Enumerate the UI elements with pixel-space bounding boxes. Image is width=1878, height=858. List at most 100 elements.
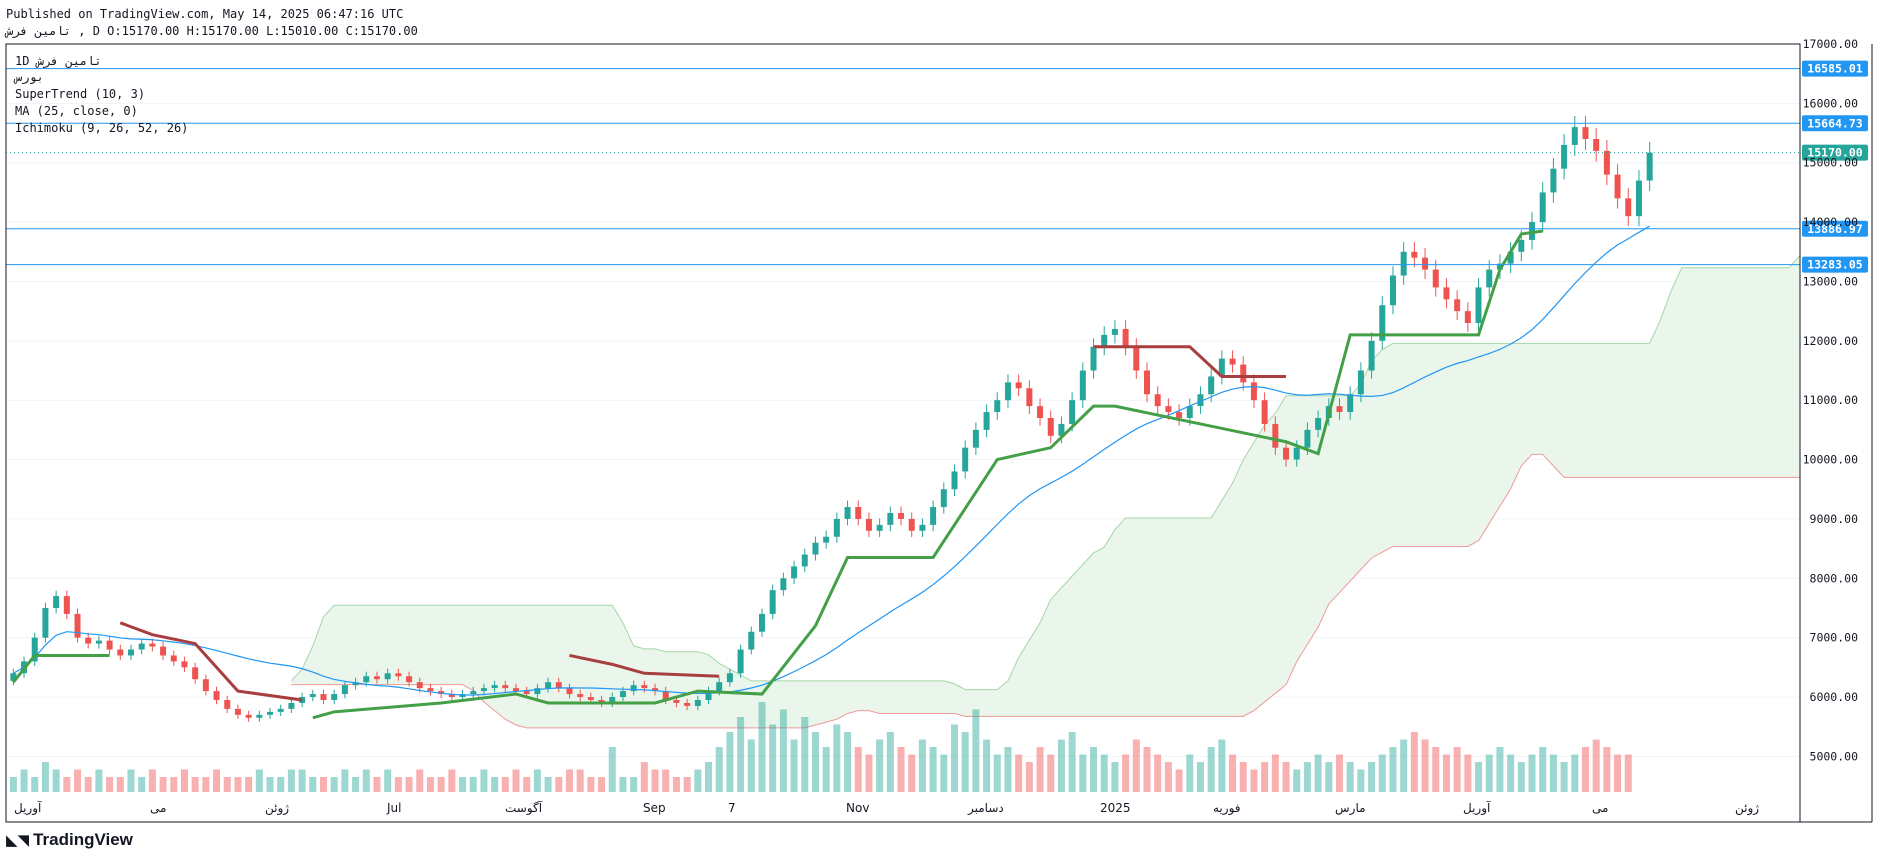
candle-body — [320, 694, 327, 700]
candle-body — [1571, 127, 1578, 145]
volume-bar — [822, 747, 830, 792]
cloud-span-a — [291, 255, 1800, 691]
volume-bar — [651, 769, 659, 792]
volume-bar — [512, 769, 520, 792]
candle-body — [769, 590, 776, 614]
volume-bar — [426, 777, 434, 792]
candle-body — [480, 688, 487, 692]
price-axis: 5000.00 6000.00 7000.00 8000.00 9000.00 10000… — [1803, 37, 1858, 763]
volume-bar — [1410, 732, 1418, 792]
volume-bar — [1175, 769, 1183, 792]
candle-body — [1389, 275, 1396, 306]
candle-body — [42, 607, 49, 638]
volume-bar — [287, 769, 295, 792]
price-tick-label: 8000.00 — [1810, 571, 1859, 585]
volume-bar — [330, 777, 338, 792]
volume-bar — [769, 724, 777, 792]
volume-bar — [972, 709, 980, 792]
candle-body — [170, 655, 177, 662]
volume-bar — [1229, 754, 1237, 792]
volume-bar — [662, 769, 670, 792]
candle-body — [994, 400, 1001, 413]
candle-body — [619, 691, 626, 698]
volume-bar — [362, 769, 370, 792]
volume-bar — [1475, 762, 1483, 792]
last-price-label: 15170.00 — [1807, 146, 1862, 160]
volume-bar — [1432, 747, 1440, 792]
volume-bar — [1400, 739, 1408, 792]
volume-bar — [74, 769, 82, 792]
volume-bar — [1549, 754, 1557, 792]
ohlc-info: ﺗﺎﻣﯿﻦ ﻓﺮﺵ , D O:15170.00 H:15170.00 L:15… — [6, 24, 418, 38]
legend-ma[interactable]: MA (25, close, 0) — [15, 104, 138, 118]
candle-body — [395, 673, 402, 677]
volume-bar — [983, 739, 991, 792]
legend-ichimoku[interactable]: Ichimoku (9, 26, 52, 26) — [15, 121, 188, 135]
legend-supertrend[interactable]: SuperTrend (10, 3) — [15, 87, 145, 101]
candle-body — [833, 518, 840, 537]
volume-bar — [116, 777, 124, 792]
candle-body — [1229, 358, 1236, 365]
volume-bar — [191, 777, 199, 792]
candle-body — [587, 697, 594, 700]
candle-body — [865, 518, 872, 531]
volume-bar — [865, 754, 873, 792]
tradingview-brand[interactable]: ◣◥ TradingView — [6, 830, 133, 850]
candle-body — [908, 518, 915, 531]
volume-bar — [394, 777, 402, 792]
time-tick-label: آوریل — [1463, 800, 1491, 816]
volume-bar — [1368, 762, 1376, 792]
price-tick-label: 9000.00 — [1810, 512, 1859, 526]
volume-bar — [598, 777, 606, 792]
volume-bar — [1624, 754, 1632, 792]
volume-bar — [416, 769, 424, 792]
volume-bar — [352, 777, 360, 792]
candle-body — [213, 691, 220, 700]
candle-body — [1593, 138, 1600, 151]
candle-body — [1432, 269, 1439, 288]
candle-body — [181, 661, 188, 668]
candle-body — [940, 489, 947, 508]
volume-bar — [844, 732, 852, 792]
volume-bar — [950, 724, 958, 792]
volume-bar — [1293, 769, 1301, 792]
supertrend-down-1 — [119, 621, 303, 702]
candle-body — [1336, 406, 1343, 413]
candle-body — [470, 691, 477, 695]
price-tick-label: 7000.00 — [1810, 631, 1859, 645]
time-tick-label: آگوست — [505, 800, 543, 816]
volume-bar — [630, 777, 638, 792]
time-tick-label: ژوئن — [265, 801, 289, 816]
level-label: 13886.97 — [1807, 222, 1862, 236]
ma-line — [13, 225, 1650, 696]
candle-body — [1058, 423, 1065, 436]
volume-bar — [1036, 747, 1044, 792]
volume-bar — [1528, 754, 1536, 792]
volume-bar — [533, 769, 541, 792]
candle-body — [1475, 287, 1482, 324]
volume-bar — [726, 732, 734, 792]
volume-bar — [565, 769, 573, 792]
candle-body — [930, 507, 937, 525]
volume-bar — [876, 739, 884, 792]
candle-body — [491, 685, 498, 689]
tradingview-name: TradingView — [33, 830, 133, 849]
volume-bar — [41, 762, 49, 792]
indicator-lines — [12, 225, 1650, 720]
volume-bar — [1325, 762, 1333, 792]
level-badge — [1802, 115, 1868, 132]
candlesticks — [10, 115, 1653, 722]
volume-bar — [854, 747, 862, 792]
candle-body — [1176, 412, 1183, 418]
candle-body — [267, 711, 274, 715]
candle-body — [1635, 180, 1642, 217]
candle-body — [1357, 370, 1364, 395]
candle-body — [1518, 239, 1525, 252]
volume-bar — [908, 754, 916, 792]
volume-bar — [245, 777, 253, 792]
candle-body — [780, 578, 787, 591]
candle-body — [662, 691, 669, 700]
candle-body — [1582, 127, 1589, 139]
candle-body — [791, 566, 798, 579]
